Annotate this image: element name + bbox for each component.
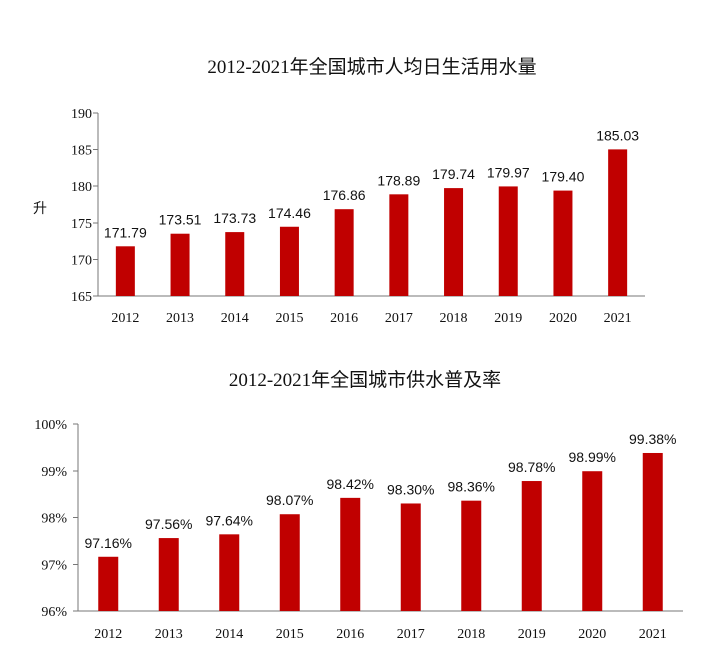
x-tick-label: 2020 — [578, 627, 606, 642]
x-tick-label: 2016 — [330, 311, 358, 326]
y-tick-label: 185 — [71, 144, 92, 159]
y-axis-label: 升 — [33, 201, 47, 217]
data-label-2017: 98.30% — [387, 481, 434, 497]
x-tick-label: 2014 — [221, 311, 249, 326]
x-tick-label: 2018 — [440, 311, 468, 326]
x-tick-label: 2012 — [111, 311, 139, 326]
data-label-2016: 176.86 — [323, 187, 366, 203]
y-tick-label: 180 — [71, 180, 92, 195]
bar-2014 — [225, 232, 245, 296]
x-ticks: 2012 2013 2014 2015 2016 2017 2018 2019 2020 2021 — [94, 627, 667, 642]
y-tick-label: 99% — [41, 465, 67, 480]
x-tick-label: 2021 — [604, 311, 632, 326]
data-label-2020: 98.99% — [569, 449, 616, 465]
data-label-2017: 178.89 — [377, 172, 420, 188]
x-tick-label: 2014 — [215, 627, 243, 642]
bar-2019 — [521, 481, 542, 611]
y-tick-label: 165 — [71, 290, 92, 305]
x-tick-label: 2017 — [385, 311, 413, 326]
y-tick-label: 170 — [71, 253, 92, 268]
data-label-2021: 185.03 — [596, 127, 639, 143]
bar-2017 — [389, 194, 409, 296]
data-label-2018: 98.36% — [448, 479, 495, 495]
data-label-2012: 97.16% — [85, 535, 132, 551]
x-tick-label: 2020 — [549, 311, 577, 326]
data-label-2019: 179.97 — [487, 164, 530, 180]
bar-2020 — [582, 471, 603, 611]
bar-2013 — [158, 538, 179, 611]
bar-2017 — [400, 503, 421, 611]
y-ticks: 96% 97% 98% 99% 100% — [34, 418, 78, 620]
bar-2014 — [219, 534, 240, 611]
data-label-2014: 173.73 — [213, 210, 256, 226]
data-label-2012: 171.79 — [104, 224, 147, 240]
data-label-2015: 98.07% — [266, 492, 313, 508]
bar-2018 — [461, 500, 482, 611]
bars — [98, 452, 663, 611]
y-tick-label: 96% — [41, 605, 67, 620]
y-ticks: 165 170 175 180 185 190 — [71, 107, 98, 305]
data-label-2016: 98.42% — [327, 476, 374, 492]
bar-2020 — [553, 190, 573, 296]
bar-2012 — [115, 246, 135, 296]
chart-title: 2012-2021年全国城市供水普及率 — [229, 369, 501, 391]
chart-water-supply-coverage: 2012-2021年全国城市供水普及率 96% 97% 98% 99% 100% 97.… — [34, 369, 683, 642]
x-tick-label: 2017 — [397, 627, 425, 642]
y-tick-label: 98% — [41, 512, 67, 527]
data-label-2013: 173.51 — [159, 212, 202, 228]
data-labels: 97.16% 97.56% 97.64% 98.07% 98.42% 98.30% 98.3… — [85, 431, 677, 551]
data-label-2021: 99.38% — [629, 431, 676, 447]
x-tick-label: 2019 — [494, 311, 522, 326]
x-tick-label: 2016 — [336, 627, 364, 642]
chart-daily-water-use: 2012-2021年全国城市人均日生活用水量 升 165 170 175 180 185… — [33, 56, 645, 326]
x-tick-label: 2015 — [275, 311, 303, 326]
x-tick-label: 2013 — [155, 627, 183, 642]
bar-2015 — [279, 226, 299, 296]
y-tick-label: 100% — [34, 418, 67, 433]
data-label-2013: 97.56% — [145, 516, 192, 532]
x-tick-label: 2018 — [457, 627, 485, 642]
bar-2018 — [444, 188, 464, 296]
bar-2016 — [334, 209, 354, 296]
x-tick-label: 2013 — [166, 311, 194, 326]
bars — [115, 149, 628, 296]
bar-2021 — [608, 149, 628, 296]
y-tick-label: 190 — [71, 107, 92, 122]
bar-2019 — [498, 186, 518, 296]
chart-title: 2012-2021年全国城市人均日生活用水量 — [207, 56, 536, 78]
data-label-2014: 97.64% — [206, 512, 253, 528]
data-labels: 171.79 173.51 173.73 174.46 176.86 178.89 179.… — [104, 127, 639, 240]
y-tick-label: 97% — [41, 558, 67, 573]
bar-2013 — [170, 233, 190, 296]
data-label-2015: 174.46 — [268, 205, 311, 221]
bar-2015 — [279, 514, 300, 611]
x-tick-label: 2019 — [518, 627, 546, 642]
data-label-2019: 98.78% — [508, 459, 555, 475]
data-label-2020: 179.40 — [542, 169, 585, 185]
x-ticks: 2012 2013 2014 2015 2016 2017 2018 2019 2020 2021 — [111, 311, 631, 326]
x-tick-label: 2012 — [94, 627, 122, 642]
bar-2016 — [340, 497, 361, 611]
y-tick-label: 175 — [71, 217, 92, 232]
x-tick-label: 2021 — [639, 627, 667, 642]
bar-2021 — [642, 452, 663, 611]
data-label-2018: 179.74 — [432, 166, 475, 182]
bar-2012 — [98, 556, 119, 611]
x-tick-label: 2015 — [276, 627, 304, 642]
